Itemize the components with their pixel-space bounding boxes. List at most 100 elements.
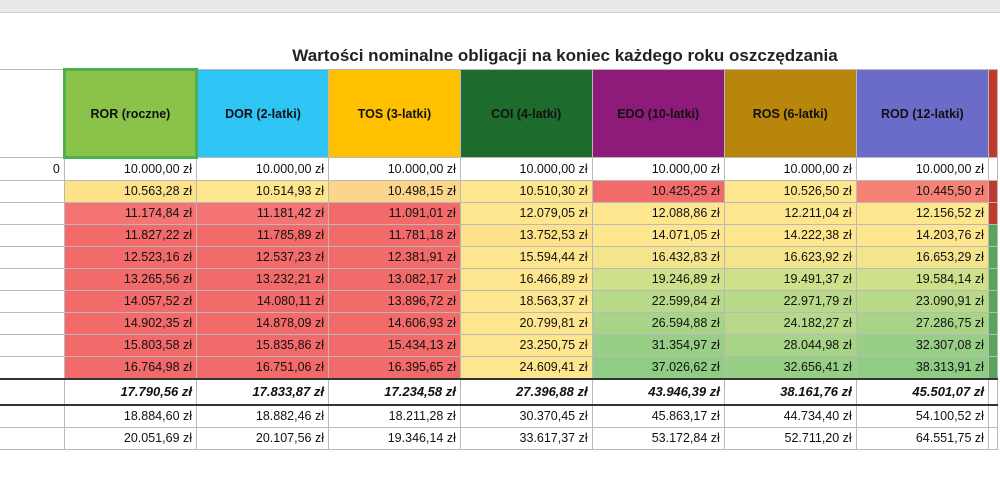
value-cell-coi[interactable]: 20.799,81 zł [459, 312, 593, 335]
value-cell-ror[interactable]: 11.827,22 zł [63, 224, 198, 247]
value-cell-edo[interactable]: 16.432,83 zł [591, 246, 725, 269]
value-cell-ros[interactable]: 10.000,00 zł [723, 157, 857, 181]
value-cell-edo[interactable]: 22.599,84 zł [591, 290, 725, 313]
value-cell-edo[interactable]: 14.071,05 zł [591, 224, 725, 247]
value-cell-ros[interactable]: 16.623,92 zł [723, 246, 857, 269]
value-cell-dor[interactable]: 11.785,89 zł [196, 224, 329, 247]
value-cell-rod[interactable]: 16.653,29 zł [855, 246, 989, 269]
value-cell-tos[interactable]: 18.211,28 zł [328, 404, 461, 428]
value-cell-ros[interactable]: 14.222,38 zł [723, 224, 857, 247]
edge-cell[interactable] [987, 427, 999, 450]
value-cell-coi[interactable]: 10.000,00 zł [459, 157, 593, 181]
value-cell-tos[interactable]: 13.082,17 zł [328, 268, 461, 291]
edge-cell[interactable] [987, 69, 999, 158]
row-label-cell[interactable] [0, 334, 65, 357]
edge-cell[interactable] [987, 334, 999, 357]
value-cell-dor[interactable]: 16.751,06 zł [196, 356, 329, 380]
column-header-coi[interactable]: COI (4-latki) [459, 69, 593, 158]
value-cell-dor[interactable]: 14.080,11 zł [196, 290, 329, 313]
value-cell-rod[interactable]: 38.313,91 zł [855, 356, 989, 380]
row-label-cell[interactable] [0, 312, 65, 335]
value-cell-rod[interactable]: 45.501,07 zł [855, 378, 989, 406]
row-label-cell[interactable] [0, 427, 65, 450]
value-cell-dor[interactable]: 10.000,00 zł [196, 157, 329, 181]
row-label-cell[interactable] [0, 268, 65, 291]
column-header-dor[interactable]: DOR (2-latki) [196, 69, 329, 158]
value-cell-coi[interactable]: 23.250,75 zł [459, 334, 593, 357]
column-header-rod[interactable]: ROD (12-latki) [855, 69, 989, 158]
value-cell-rod[interactable]: 19.584,14 zł [855, 268, 989, 291]
column-header-ror[interactable]: ROR (roczne) [62, 68, 199, 159]
edge-cell[interactable] [987, 290, 999, 313]
value-cell-edo[interactable]: 12.088,86 zł [591, 202, 725, 225]
value-cell-dor[interactable]: 15.835,86 zł [196, 334, 329, 357]
row-label-cell[interactable] [0, 356, 65, 380]
column-header-edo[interactable]: EDO (10-latki) [591, 69, 725, 158]
row-label-cell[interactable] [0, 224, 65, 247]
value-cell-dor[interactable]: 20.107,56 zł [196, 427, 329, 450]
value-cell-tos[interactable]: 16.395,65 zł [328, 356, 461, 380]
row-label-cell[interactable]: 0 [0, 157, 65, 181]
value-cell-ros[interactable]: 52.711,20 zł [723, 427, 857, 450]
value-cell-ros[interactable]: 28.044,98 zł [723, 334, 857, 357]
value-cell-edo[interactable]: 10.000,00 zł [591, 157, 725, 181]
edge-cell[interactable] [987, 180, 999, 203]
value-cell-dor[interactable]: 14.878,09 zł [196, 312, 329, 335]
value-cell-dor[interactable]: 10.514,93 zł [196, 180, 329, 203]
value-cell-ror[interactable]: 10.563,28 zł [63, 180, 198, 203]
value-cell-rod[interactable]: 64.551,75 zł [855, 427, 989, 450]
value-cell-edo[interactable]: 10.425,25 zł [591, 180, 725, 203]
edge-cell[interactable] [987, 404, 999, 428]
value-cell-ros[interactable]: 44.734,40 zł [723, 404, 857, 428]
value-cell-edo[interactable]: 53.172,84 zł [591, 427, 725, 450]
value-cell-ror[interactable]: 14.057,52 zł [63, 290, 198, 313]
value-cell-rod[interactable]: 14.203,76 zł [855, 224, 989, 247]
edge-cell[interactable] [987, 356, 999, 380]
value-cell-tos[interactable]: 11.091,01 zł [328, 202, 461, 225]
edge-cell[interactable] [987, 312, 999, 335]
value-cell-rod[interactable]: 12.156,52 zł [855, 202, 989, 225]
value-cell-edo[interactable]: 19.246,89 zł [591, 268, 725, 291]
edge-cell[interactable] [987, 378, 999, 406]
edge-cell[interactable] [987, 202, 999, 225]
value-cell-dor[interactable]: 18.882,46 zł [196, 404, 329, 428]
value-cell-coi[interactable]: 27.396,88 zł [459, 378, 593, 406]
value-cell-tos[interactable]: 12.381,91 zł [328, 246, 461, 269]
edge-cell[interactable] [987, 224, 999, 247]
value-cell-coi[interactable]: 15.594,44 zł [459, 246, 593, 269]
value-cell-dor[interactable]: 13.232,21 zł [196, 268, 329, 291]
value-cell-ros[interactable]: 10.526,50 zł [723, 180, 857, 203]
value-cell-ror[interactable]: 15.803,58 zł [63, 334, 198, 357]
edge-cell[interactable] [987, 246, 999, 269]
value-cell-tos[interactable]: 14.606,93 zł [328, 312, 461, 335]
value-cell-ror[interactable]: 18.884,60 zł [63, 404, 198, 428]
row-label-cell[interactable] [0, 378, 65, 406]
value-cell-ror[interactable]: 14.902,35 zł [63, 312, 198, 335]
value-cell-tos[interactable]: 10.498,15 zł [328, 180, 461, 203]
value-cell-coi[interactable]: 16.466,89 zł [459, 268, 593, 291]
value-cell-coi[interactable]: 33.617,37 zł [459, 427, 593, 450]
value-cell-edo[interactable]: 26.594,88 zł [591, 312, 725, 335]
value-cell-coi[interactable]: 18.563,37 zł [459, 290, 593, 313]
value-cell-rod[interactable]: 32.307,08 zł [855, 334, 989, 357]
value-cell-coi[interactable]: 13.752,53 zł [459, 224, 593, 247]
value-cell-dor[interactable]: 11.181,42 zł [196, 202, 329, 225]
edge-cell[interactable] [987, 157, 999, 181]
value-cell-edo[interactable]: 43.946,39 zł [591, 378, 725, 406]
edge-cell[interactable] [987, 268, 999, 291]
value-cell-ros[interactable]: 12.211,04 zł [723, 202, 857, 225]
value-cell-ror[interactable]: 10.000,00 zł [63, 157, 198, 181]
value-cell-tos[interactable]: 15.434,13 zł [328, 334, 461, 357]
value-cell-tos[interactable]: 13.896,72 zł [328, 290, 461, 313]
value-cell-rod[interactable]: 10.445,50 zł [855, 180, 989, 203]
value-cell-ror[interactable]: 17.790,56 zł [63, 378, 198, 406]
value-cell-rod[interactable]: 10.000,00 zł [855, 157, 989, 181]
row-label-cell[interactable] [0, 290, 65, 313]
column-header-ros[interactable]: ROS (6-latki) [723, 69, 857, 158]
value-cell-rod[interactable]: 54.100,52 zł [855, 404, 989, 428]
value-cell-rod[interactable]: 23.090,91 zł [855, 290, 989, 313]
value-cell-ror[interactable]: 12.523,16 zł [63, 246, 198, 269]
value-cell-rod[interactable]: 27.286,75 zł [855, 312, 989, 335]
row-label-cell[interactable] [0, 404, 65, 428]
value-cell-ror[interactable]: 13.265,56 zł [63, 268, 198, 291]
